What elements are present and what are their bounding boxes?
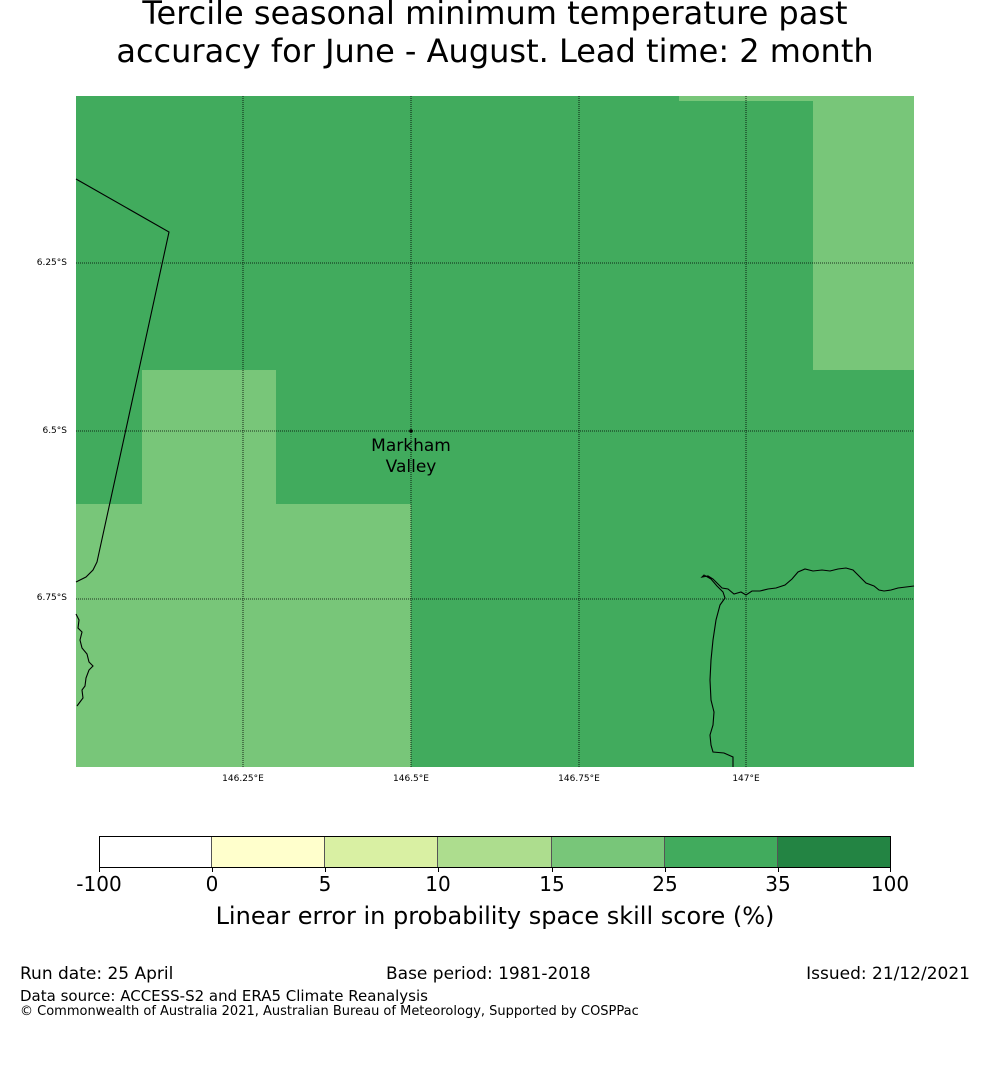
- colorbar-tick-mark-3: [325, 868, 326, 872]
- colorbar-tick-label-2: 0: [205, 872, 219, 896]
- data-source: Data source: ACCESS-S2 and ERA5 Climate …: [20, 987, 428, 1005]
- colorbar-segment-1: [99, 836, 212, 868]
- map-title: Tercile seasonal minimum temperature pas…: [0, 0, 990, 70]
- lon-tick-146-5: 146.5°E: [393, 774, 429, 784]
- lon-tick-147: 147°E: [732, 774, 760, 784]
- run-date: Run date: 25 April: [20, 964, 174, 984]
- title-line-2: accuracy for June - August. Lead time: 2…: [116, 32, 874, 70]
- colorbar-tick-mark-6: [665, 868, 666, 872]
- colorbar-tick-label-7: 35: [765, 872, 791, 896]
- colorbar-tick-label-4: 10: [425, 872, 451, 896]
- colorbar-segment-5: [552, 836, 665, 868]
- colorbar-tick-label-1: -100: [76, 872, 122, 896]
- issued-date: Issued: 21/12/2021: [806, 964, 970, 984]
- skill-region-light-center: [142, 370, 276, 504]
- place-label-line-2: Valley: [385, 457, 437, 477]
- lat-tick-6-75: 6.75°S: [36, 593, 67, 603]
- colorbar-segment-3: [325, 836, 438, 868]
- border-line-west: [75, 178, 170, 583]
- title-line-1: Tercile seasonal minimum temperature pas…: [142, 0, 848, 32]
- colorbar-label: Linear error in probability space skill …: [215, 902, 775, 930]
- colorbar-segment-4: [438, 836, 552, 868]
- coastline-southwest: [75, 613, 94, 707]
- colorbar-segment-2: [212, 836, 325, 868]
- colorbar-tick-mark-1: [99, 868, 100, 872]
- lon-tick-146-25: 146.25°E: [222, 774, 264, 784]
- colorbar-tick-mark-4: [438, 868, 439, 872]
- gridlines: [76, 96, 914, 767]
- lat-tick-6-25: 6.25°S: [36, 258, 67, 268]
- skill-region-light-lower-left: [76, 504, 411, 767]
- lon-tick-146-75: 146.75°E: [558, 774, 600, 784]
- base-period: Base period: 1981-2018: [386, 964, 591, 984]
- skill-region-light-top: [679, 96, 914, 101]
- colorbar-segment-6: [665, 836, 778, 868]
- colorbar-tick-label-6: 25: [652, 872, 678, 896]
- lat-tick-6-5: 6.5°S: [42, 426, 67, 436]
- place-label-markham-valley: Markham Valley: [351, 436, 471, 478]
- colorbar: [99, 836, 891, 868]
- copyright: © Commonwealth of Australia 2021, Austra…: [20, 1004, 639, 1019]
- colorbar-segment-7: [778, 836, 891, 868]
- place-label-line-1: Markham: [371, 436, 451, 456]
- place-marker: [409, 429, 413, 433]
- coastline-southeast: [700, 567, 915, 767]
- colorbar-tick-label-8: 100: [870, 872, 910, 896]
- skill-region-light-right: [813, 101, 914, 370]
- colorbar-tick-label-3: 5: [318, 872, 332, 896]
- colorbar-tick-mark-8: [890, 868, 891, 872]
- colorbar-tick-label-5: 15: [539, 872, 565, 896]
- colorbar-tick-mark-7: [778, 868, 779, 872]
- colorbar-tick-mark-2: [212, 868, 213, 872]
- colorbar-tick-mark-5: [552, 868, 553, 872]
- colorbar-frame: [99, 836, 891, 868]
- coastlines: [75, 178, 915, 767]
